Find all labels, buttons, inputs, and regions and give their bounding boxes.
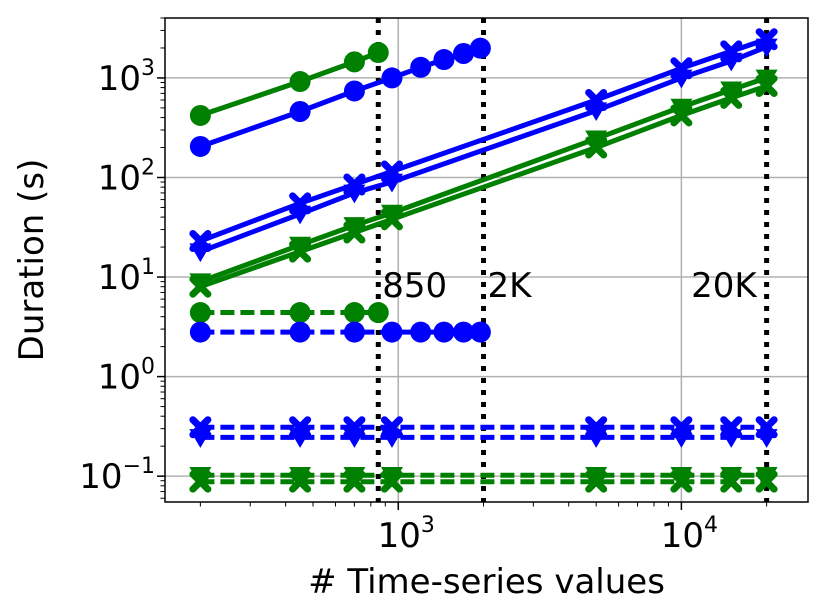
series-7 <box>189 321 491 343</box>
data-point <box>189 429 212 448</box>
data-point <box>453 42 475 64</box>
data-point <box>343 321 365 343</box>
data-point <box>670 104 693 127</box>
data-point <box>670 429 693 448</box>
series-layer <box>189 28 778 493</box>
data-point <box>755 74 778 97</box>
data-point <box>469 37 491 59</box>
y-axis-label: Duration (s) <box>12 159 52 362</box>
data-point <box>343 221 366 244</box>
data-point <box>189 135 211 157</box>
data-point <box>585 130 608 150</box>
data-point <box>189 321 211 343</box>
series-1 <box>189 37 491 157</box>
vertical-reference-lines: 850 2K 20K <box>375 18 770 502</box>
data-point <box>670 470 693 493</box>
y-tick-label: 101 <box>98 255 155 298</box>
data-point <box>343 470 366 493</box>
x-tick-label: 104 <box>661 513 718 556</box>
data-point <box>720 429 743 448</box>
data-point <box>410 56 432 78</box>
data-point <box>585 136 608 159</box>
x-tick-label: 103 <box>378 513 435 556</box>
data-point <box>289 205 312 225</box>
tick-layer: 103 104 10−1 100 101 102 103 <box>79 17 768 556</box>
data-point <box>289 429 312 448</box>
data-point <box>381 321 403 343</box>
data-point <box>380 429 403 448</box>
data-point <box>343 429 366 448</box>
series-3 <box>189 38 778 263</box>
data-point <box>367 42 389 64</box>
data-point <box>343 217 366 236</box>
x-axis-label: # Time-series values <box>308 562 665 602</box>
data-point <box>289 240 312 263</box>
data-point <box>189 275 212 298</box>
data-point <box>755 69 778 89</box>
series-line <box>199 83 768 290</box>
y-tick-label: 102 <box>98 155 155 198</box>
vline-label-2K: 2K <box>488 266 534 306</box>
data-point <box>367 302 389 324</box>
data-point <box>469 321 491 343</box>
data-point <box>381 67 403 89</box>
data-point <box>380 173 403 193</box>
data-point <box>433 49 455 71</box>
data-point <box>343 184 366 204</box>
data-point <box>343 302 365 324</box>
data-point <box>289 321 311 343</box>
data-point <box>453 321 475 343</box>
y-tick-label: 10−1 <box>79 454 155 497</box>
data-point <box>189 104 211 126</box>
data-point <box>343 80 365 102</box>
data-point <box>670 98 693 118</box>
plot-frame <box>164 17 809 503</box>
y-tick-label: 103 <box>98 56 155 99</box>
vline-label-20K: 20K <box>691 266 758 306</box>
data-point <box>585 470 608 493</box>
data-point <box>755 470 778 493</box>
data-point <box>289 101 311 123</box>
data-point <box>410 321 432 343</box>
data-point <box>755 38 778 58</box>
series-11 <box>189 470 778 493</box>
series-2 <box>189 28 778 253</box>
data-point <box>670 69 693 89</box>
data-point <box>720 52 743 72</box>
data-point <box>189 243 212 263</box>
series-6 <box>189 302 389 324</box>
series-9 <box>189 429 778 448</box>
series-0 <box>189 42 389 126</box>
series-line <box>199 50 380 118</box>
series-line <box>199 44 768 254</box>
data-point <box>380 208 403 231</box>
y-tick-label: 100 <box>98 355 155 398</box>
data-point <box>720 470 743 493</box>
data-point <box>720 81 743 101</box>
data-point <box>343 51 365 73</box>
data-point <box>720 86 743 109</box>
data-point <box>289 470 312 493</box>
data-point <box>189 470 212 493</box>
data-point <box>380 470 403 493</box>
data-point <box>755 429 778 448</box>
vline-label-850: 850 <box>382 266 447 306</box>
series-5 <box>189 74 778 298</box>
data-point <box>289 71 311 93</box>
data-point <box>189 302 211 324</box>
data-point <box>433 321 455 343</box>
data-point <box>585 102 608 122</box>
data-point <box>289 302 311 324</box>
data-point <box>585 429 608 448</box>
